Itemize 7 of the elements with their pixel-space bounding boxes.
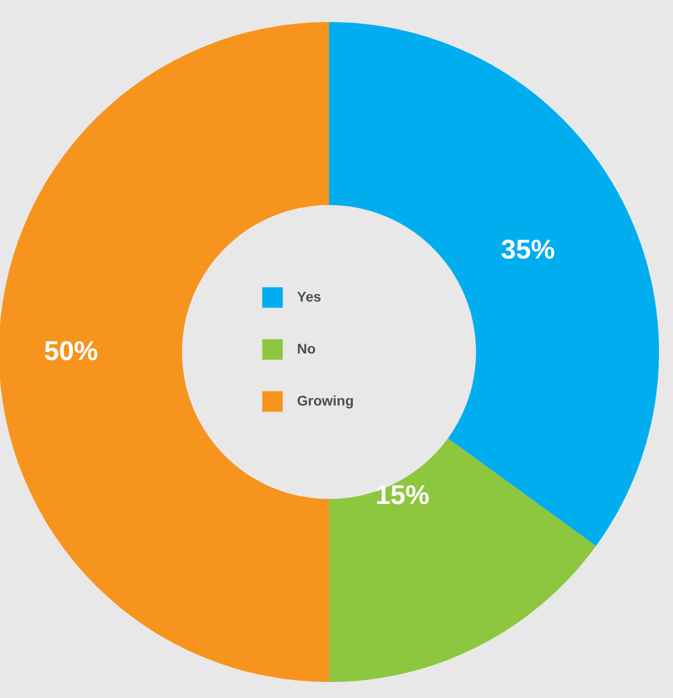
legend-label: No	[297, 340, 316, 356]
donut-slice	[329, 438, 596, 682]
data-label: 15%	[375, 480, 430, 510]
legend-label: Yes	[297, 288, 322, 304]
legend-label: Growing	[297, 392, 354, 408]
data-label: 50%	[44, 336, 98, 366]
data-label: 35%	[500, 234, 555, 265]
